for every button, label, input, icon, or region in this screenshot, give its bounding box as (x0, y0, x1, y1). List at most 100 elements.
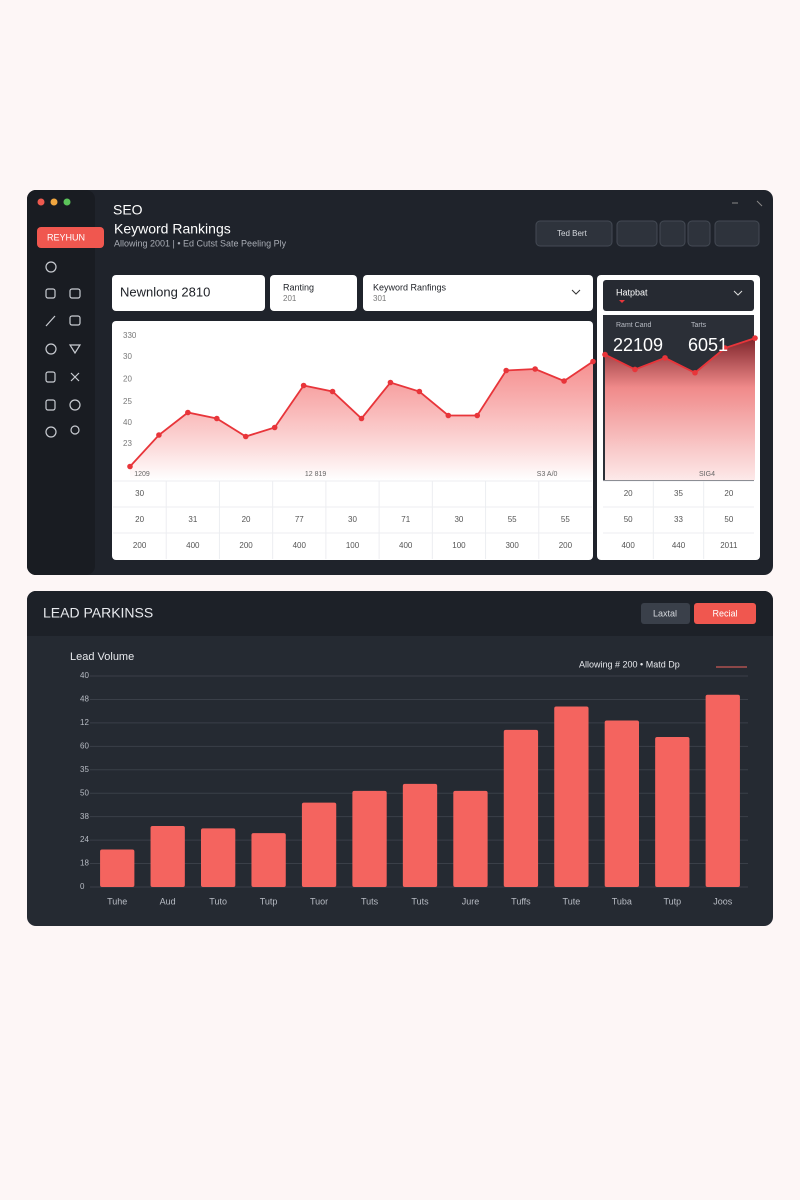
y-tick-label: 12 (80, 718, 89, 727)
dropdown[interactable] (535, 220, 613, 247)
table-cell: 400 (293, 541, 307, 550)
card[interactable] (270, 275, 357, 311)
point (387, 379, 394, 386)
point (358, 415, 365, 422)
card-title: Newnlong 2810 (120, 284, 210, 299)
y-tick-label: 25 (123, 397, 132, 406)
table-cell: 440 (672, 541, 686, 550)
x-tick-label: Tutp (663, 896, 681, 906)
window-dot (63, 198, 71, 206)
table-cell: 30 (348, 515, 357, 524)
bar (200, 828, 236, 887)
table-cell: 50 (624, 515, 633, 524)
x-tick-label: Tuto (209, 896, 227, 906)
chevron (571, 289, 581, 295)
nav-button-label: REYHUN (47, 232, 85, 242)
stat-value: 22109 (613, 335, 663, 355)
card-sub: 301 (373, 294, 387, 303)
icon[interactable] (45, 371, 56, 383)
table-cell: 30 (454, 515, 463, 524)
y-tick-label: 23 (123, 439, 132, 448)
window-dot (37, 198, 45, 206)
x-tick-label: 1209 (134, 471, 150, 478)
point (445, 412, 452, 419)
toolbar-button[interactable] (659, 220, 686, 247)
icon[interactable] (68, 344, 82, 355)
point (185, 409, 191, 416)
toolbar-button[interactable] (687, 220, 711, 247)
window-title: SEO (113, 202, 143, 218)
icon[interactable] (69, 399, 81, 411)
card[interactable] (112, 275, 265, 311)
point (590, 358, 596, 365)
subtitle: Allowing 2001 | • Ed Cutst Sate Peeling … (114, 238, 287, 248)
close[interactable] (756, 200, 763, 207)
legend-label: Allowing # 200 • Matd Dp (579, 659, 680, 669)
y-tick-label: 30 (123, 352, 132, 361)
table-cell: 31 (188, 515, 197, 524)
x-tick-label: 12 819 (305, 471, 327, 478)
point (662, 355, 668, 361)
icon[interactable] (69, 315, 81, 326)
card-sub: 201 (283, 294, 297, 303)
stat-value: 6051 (688, 335, 728, 355)
button-label: Recial (712, 608, 737, 618)
point (602, 351, 608, 358)
icon[interactable] (69, 288, 81, 299)
bar (453, 790, 488, 887)
icon[interactable] (70, 372, 80, 382)
card[interactable] (363, 275, 593, 311)
line (604, 337, 756, 374)
point (532, 366, 538, 372)
table-cell: 20 (724, 489, 733, 498)
chart-title: Lead Volume (70, 651, 134, 663)
y-tick-label: 330 (123, 331, 137, 340)
sidebar (27, 190, 95, 575)
x-tick-label: S3 A/0 (537, 471, 558, 478)
bar (604, 720, 640, 887)
nav-button[interactable] (37, 227, 104, 248)
x-tick-label: Joos (713, 896, 733, 906)
icon[interactable] (45, 426, 57, 438)
table-cell: 55 (561, 515, 570, 524)
x-tick-label: SIG4 (699, 471, 715, 478)
icon[interactable] (45, 399, 56, 411)
bar (503, 729, 539, 887)
icon[interactable] (45, 288, 56, 299)
icon[interactable] (45, 315, 56, 327)
y-tick-label: 40 (123, 418, 132, 427)
table-cell: 20 (624, 489, 633, 498)
card-title: Keyword Ranfings (373, 282, 447, 292)
icon[interactable] (70, 425, 80, 435)
stat-label: Ramt Cand (616, 322, 652, 329)
toolbar-button[interactable] (616, 220, 658, 247)
table-cell: 300 (505, 541, 519, 550)
x-tick-label: Tuts (361, 896, 379, 906)
table-cell: 200 (559, 541, 573, 550)
bar (301, 802, 337, 887)
point (271, 424, 278, 431)
dropdown-label: Ted Bert (557, 229, 588, 238)
heading: Keyword Rankings (114, 221, 231, 237)
point (474, 412, 481, 419)
stat-label: Tarts (691, 322, 707, 329)
icon[interactable] (45, 261, 57, 273)
icon[interactable] (45, 343, 57, 355)
y-tick-label: 60 (80, 741, 89, 750)
button[interactable] (694, 603, 756, 624)
point (214, 415, 220, 422)
table-cell: 400 (186, 541, 200, 550)
toolbar-button[interactable] (714, 220, 760, 247)
chevron (733, 290, 743, 296)
area (605, 338, 755, 480)
point (416, 388, 423, 395)
side-dropdown[interactable] (603, 280, 754, 311)
bar (352, 790, 387, 887)
point (561, 378, 567, 384)
button[interactable] (641, 603, 690, 624)
x-tick-label: Jure (462, 896, 480, 906)
table-cell: 400 (621, 541, 635, 550)
bar (150, 826, 185, 887)
bar (251, 833, 286, 887)
